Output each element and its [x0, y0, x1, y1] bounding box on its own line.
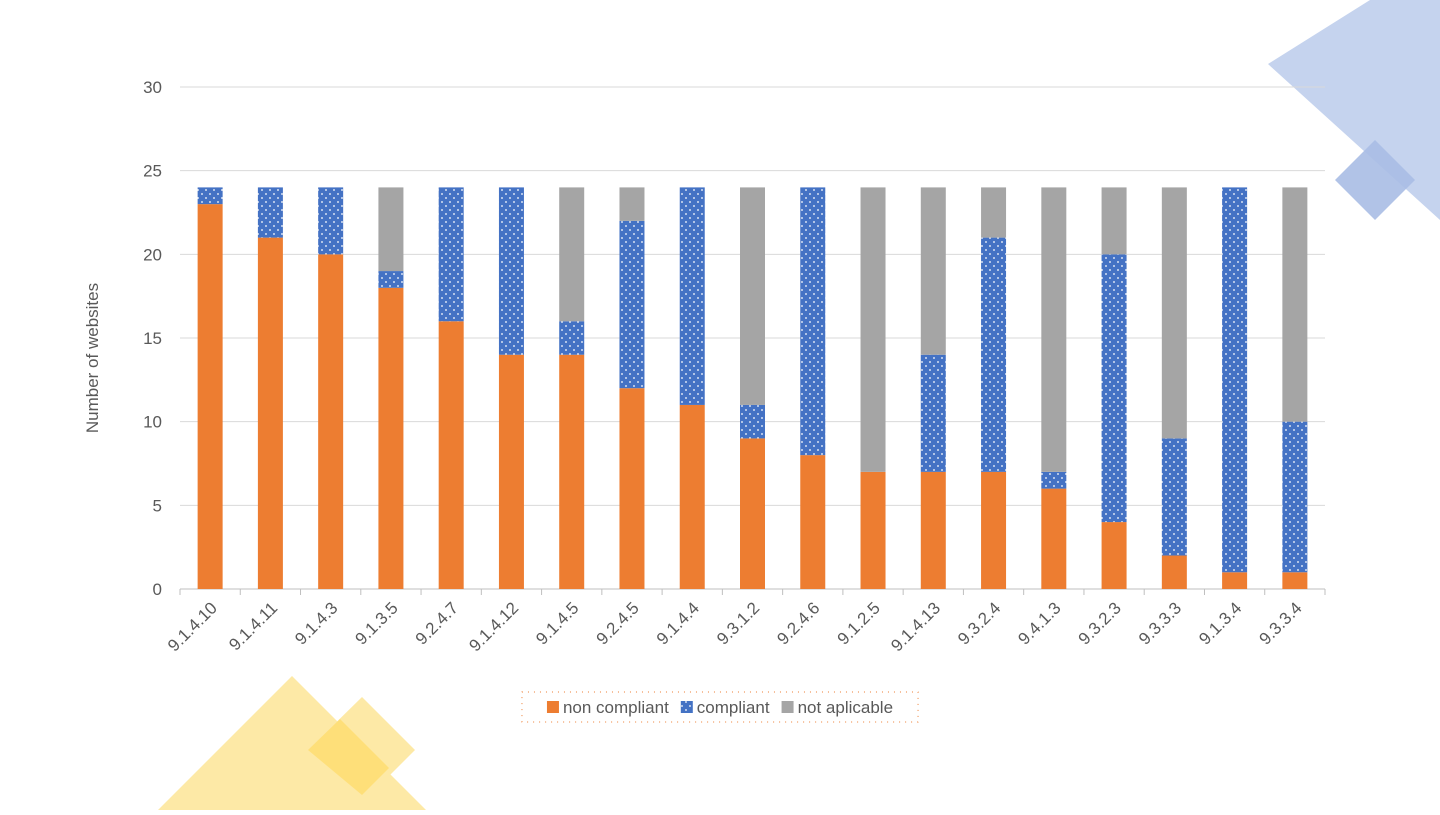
bar-segment [981, 237, 1007, 472]
x-tick-label: 9.1.4.13 [887, 598, 944, 655]
decoration [158, 0, 1440, 810]
bar-segment [740, 438, 765, 589]
x-tick-label: 9.1.4.11 [225, 598, 281, 654]
x-tick-label: 9.2.4.7 [412, 598, 462, 648]
bar-segment [619, 220, 645, 389]
x-tick-label: 9.1.4.10 [164, 598, 221, 655]
x-tick-label: 9.1.4.5 [532, 598, 582, 648]
bar-segment [197, 187, 223, 205]
bar-segment [1101, 522, 1127, 589]
bar-segment [679, 404, 705, 589]
bar-segment [257, 187, 283, 238]
bar-segment [1041, 187, 1067, 472]
bar-segment [1282, 572, 1308, 589]
bar-segment [438, 321, 464, 589]
bar-segment [800, 455, 826, 589]
bar-segment [740, 404, 765, 439]
x-tick-label: 9.2.4.6 [773, 598, 823, 648]
bar-segment [257, 237, 283, 589]
y-tick-label: 0 [153, 580, 162, 599]
y-tick-label: 25 [143, 162, 162, 181]
bar-segment [378, 271, 404, 288]
bar-segment [920, 471, 946, 589]
legend: non compliant compliant not aplicable [521, 691, 919, 723]
x-tick-label: 9.1.3.5 [352, 598, 402, 648]
bar-segment [559, 187, 585, 322]
x-tick-label: 9.2.4.5 [593, 598, 643, 648]
legend-swatch [680, 701, 693, 713]
bar-segment [800, 187, 826, 456]
bar-segment [559, 321, 585, 355]
bar-segment [1161, 555, 1187, 589]
bar-segment [1282, 421, 1308, 573]
y-tick-label: 20 [143, 245, 162, 264]
bar-segment [1161, 187, 1187, 439]
bar-segment [1282, 187, 1308, 422]
legend-swatch [781, 701, 794, 713]
bar-segment [1041, 488, 1067, 589]
bar-segment [920, 354, 946, 472]
bar-segment [981, 187, 1007, 238]
bar-segment [318, 187, 344, 255]
x-tick-label: 9.1.3.4 [1195, 598, 1245, 648]
x-tick-label: 9.3.3.4 [1255, 598, 1305, 648]
bar-segment [860, 471, 886, 589]
bar-segment [197, 204, 223, 589]
y-tick-label: 15 [143, 329, 162, 348]
y-tick-label: 10 [143, 413, 162, 432]
bar-segment [378, 287, 404, 589]
bar-segment [498, 187, 524, 355]
bar-segment [1101, 187, 1127, 255]
bar-segment [1161, 438, 1187, 556]
y-axis-title: Number of websites [83, 283, 102, 433]
bar-segment [619, 187, 645, 221]
x-tick-label: 9.3.3.3 [1135, 598, 1185, 648]
x-tick-label: 9.4.1.3 [1014, 598, 1064, 648]
bar-segment [318, 254, 344, 590]
bar-segment [498, 354, 524, 589]
bar-segment [619, 388, 645, 589]
legend-label: not aplicable [798, 698, 893, 717]
bar-segment [1222, 572, 1248, 589]
bar-segment [438, 187, 464, 322]
bar-segment [679, 187, 705, 405]
legend-label: compliant [697, 698, 770, 717]
bar-segment [1222, 187, 1248, 573]
bar-segment [1101, 254, 1127, 523]
x-tick-label: 9.1.4.3 [291, 598, 341, 648]
bar-segment [559, 354, 585, 589]
bar-segment [920, 187, 946, 355]
bar-segment [981, 471, 1007, 589]
bar-segment [740, 187, 765, 405]
bar-segment [1041, 471, 1067, 489]
legend-label: non compliant [563, 698, 669, 717]
y-tick-label: 30 [143, 78, 162, 97]
legend-frame [521, 691, 919, 723]
y-tick-label: 5 [153, 496, 162, 515]
x-tick-label: 9.3.1.2 [713, 598, 763, 648]
x-tick-label: 9.1.4.4 [653, 598, 703, 648]
bar-segment [860, 187, 886, 472]
x-tick-label: 9.3.2.4 [954, 598, 1004, 648]
legend-swatch [546, 701, 559, 713]
bar-segment [378, 187, 404, 272]
x-tick-label: 9.1.4.12 [465, 598, 522, 655]
x-tick-label: 9.1.2.5 [834, 598, 884, 648]
x-tick-label: 9.3.2.3 [1075, 598, 1125, 648]
